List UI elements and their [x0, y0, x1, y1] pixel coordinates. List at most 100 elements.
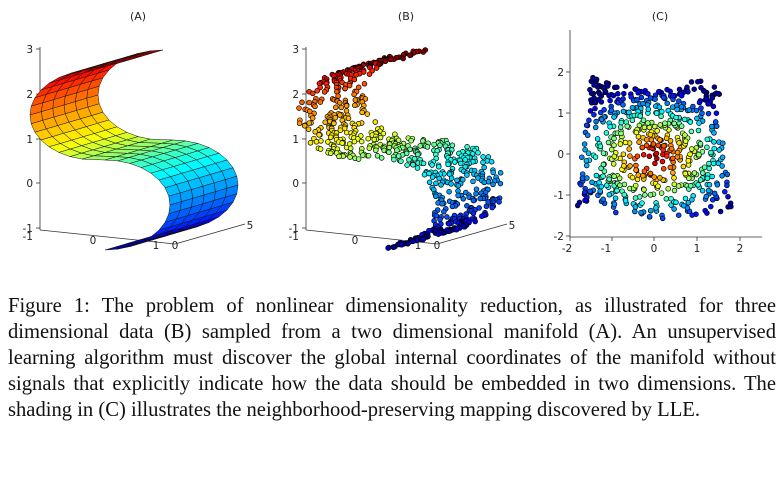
sample-point	[496, 199, 502, 205]
sample-point	[380, 130, 387, 137]
embedding-point	[699, 149, 706, 155]
embedding-point	[686, 107, 692, 113]
embedding-point	[640, 173, 646, 179]
sample-point	[343, 103, 350, 109]
embedding-point	[622, 139, 629, 146]
panel-c-xtick: 2	[737, 243, 744, 255]
embedding-point	[710, 103, 717, 110]
sample-point	[307, 140, 314, 146]
sample-point	[421, 171, 428, 178]
embedding-point	[694, 115, 700, 122]
panel-c-axes: 2 1 0 -1 -2 -2 -1 0 1 2	[554, 30, 762, 255]
embedding-point	[585, 150, 592, 156]
sample-point	[431, 141, 437, 148]
embedding-point	[574, 202, 581, 209]
sample-point	[335, 93, 341, 99]
embedding-point	[695, 127, 702, 134]
embedding-point	[650, 141, 657, 147]
embedding-point	[659, 158, 666, 165]
sample-point	[429, 174, 436, 180]
embedding-point	[640, 117, 647, 123]
embedding-point	[661, 143, 667, 149]
sample-point	[488, 158, 495, 165]
embedding-point	[608, 146, 615, 153]
embedding-point	[680, 163, 687, 170]
sample-point	[426, 179, 433, 186]
sample-point	[433, 193, 439, 200]
panel-b-corner-tick: -1	[289, 231, 299, 243]
sample-point	[365, 152, 372, 159]
embedding-point	[592, 105, 598, 112]
embedding-point	[651, 174, 657, 180]
embedding-point	[647, 192, 654, 198]
embedding-point	[703, 95, 710, 102]
sample-point	[312, 129, 318, 135]
embedding-point	[678, 104, 685, 110]
panel-a-ztick: -1	[23, 223, 33, 235]
sample-point	[420, 138, 426, 144]
sample-point	[332, 114, 339, 121]
embedding-point	[668, 195, 674, 202]
embedding-point	[719, 154, 726, 161]
sample-point	[305, 126, 312, 132]
panel-c-xtick: 0	[651, 243, 658, 255]
embedding-point	[696, 120, 702, 126]
embedding-point	[586, 117, 592, 124]
embedding-point	[711, 145, 717, 152]
embedding-point	[675, 212, 682, 218]
sample-point	[296, 105, 302, 111]
sample-point	[376, 61, 382, 68]
sample-point	[299, 99, 305, 106]
embedding-point	[622, 83, 629, 89]
embedding-point	[642, 192, 648, 198]
sample-point	[322, 119, 328, 125]
embedding-point	[620, 96, 626, 102]
embedding-point	[660, 94, 667, 101]
embedding-point	[608, 107, 615, 114]
sample-point	[448, 181, 454, 187]
embedding-point	[658, 113, 664, 120]
embedding-point	[656, 104, 663, 110]
embedding-point	[614, 84, 620, 90]
embedding-point	[685, 200, 692, 206]
embedding-point	[626, 146, 632, 152]
embedding-point	[673, 199, 679, 206]
embedding-point	[643, 136, 650, 143]
panel-a-ztick: 2	[26, 89, 33, 101]
embedding-point	[667, 138, 674, 144]
panel-a-corner-tick: -1	[23, 231, 33, 243]
sample-point	[342, 85, 348, 92]
embedding-point	[689, 197, 695, 203]
sample-point	[337, 127, 344, 133]
sample-point	[339, 140, 345, 146]
sample-point	[355, 156, 362, 162]
embedding-point	[722, 188, 728, 195]
embedding-point	[617, 124, 624, 130]
embedding-point	[603, 130, 610, 136]
panel-a-xtick: 5	[247, 220, 254, 232]
embedding-point	[699, 187, 706, 194]
embedding-point	[612, 195, 619, 201]
embedding-point	[600, 196, 606, 203]
embedding-point	[704, 175, 711, 182]
panel-c-ytick: -2	[554, 231, 564, 243]
embedding-point	[638, 94, 645, 101]
panel-b-ztick: 3	[292, 44, 299, 56]
embedding-point	[588, 97, 594, 103]
sample-point	[336, 153, 342, 160]
embedding-point	[629, 104, 636, 111]
embedding-point	[624, 123, 630, 130]
sample-point	[473, 186, 480, 192]
sample-point	[483, 203, 490, 210]
sample-point	[426, 170, 432, 177]
sample-point	[404, 162, 410, 168]
sample-point	[327, 134, 334, 141]
sample-point	[394, 147, 400, 153]
sample-point	[360, 152, 366, 158]
sample-point	[364, 111, 371, 117]
embedding-point	[629, 117, 636, 124]
sample-point	[386, 149, 392, 156]
embedding-point	[709, 123, 715, 130]
embedding-point	[684, 84, 690, 91]
sample-point	[358, 138, 365, 145]
